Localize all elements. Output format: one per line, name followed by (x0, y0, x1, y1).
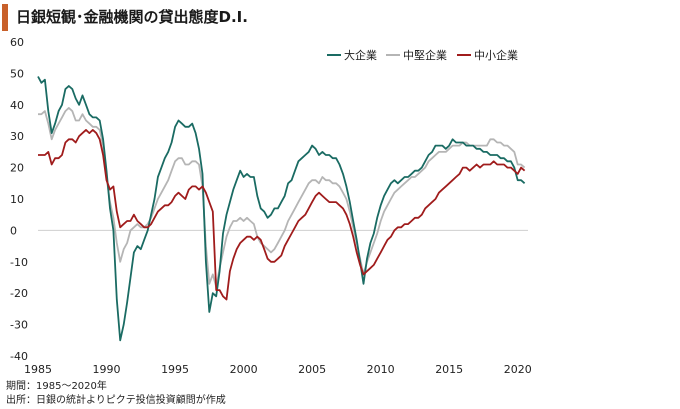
y-tick-label: -20 (10, 287, 28, 300)
x-tick-label: 2020 (504, 363, 532, 376)
y-tick-label: 40 (10, 99, 24, 112)
series-line-2 (38, 129, 526, 301)
y-tick-label: 30 (10, 130, 24, 143)
y-tick-label: 20 (10, 162, 24, 175)
chart-title: 日銀短観･金融機関の貸出態度D.I. (16, 8, 248, 26)
series-line-0 (37, 76, 526, 342)
legend-label: 中小企業 (474, 48, 518, 62)
y-tick-label: 50 (10, 67, 24, 80)
x-tick-label: 2005 (298, 363, 326, 376)
footer-source: 出所：日銀の統計よりピクテ投信投資顧問が作成 (6, 395, 226, 406)
legend-label: 大企業 (344, 48, 377, 62)
y-tick-label: -10 (10, 256, 28, 269)
legend-label: 中堅企業 (403, 48, 447, 62)
x-axis: 1985 1990 1995 2000 2005 2010 2015 2020 (24, 363, 532, 376)
x-tick-label: 2010 (367, 363, 395, 376)
legend: 大企業 中堅企業 中小企業 (327, 48, 518, 62)
x-tick-label: 1995 (161, 363, 189, 376)
y-tick-label: 0 (10, 224, 17, 237)
footer-period: 期間：1985～2020年 (6, 381, 107, 392)
plot-area (37, 76, 526, 342)
y-axis: -40 -30 -20 -10 0 10 20 30 40 50 60 (10, 36, 28, 363)
y-tick-label: -40 (10, 350, 28, 363)
x-tick-label: 2015 (435, 363, 463, 376)
y-tick-label: 60 (10, 36, 24, 49)
x-tick-label: 1985 (24, 363, 52, 376)
y-tick-label: -30 (10, 319, 28, 332)
y-tick-label: 10 (10, 193, 24, 206)
title-accent-bar (2, 4, 8, 31)
series-line-1 (38, 107, 526, 288)
x-tick-label: 2000 (230, 363, 258, 376)
x-tick-label: 1990 (93, 363, 121, 376)
